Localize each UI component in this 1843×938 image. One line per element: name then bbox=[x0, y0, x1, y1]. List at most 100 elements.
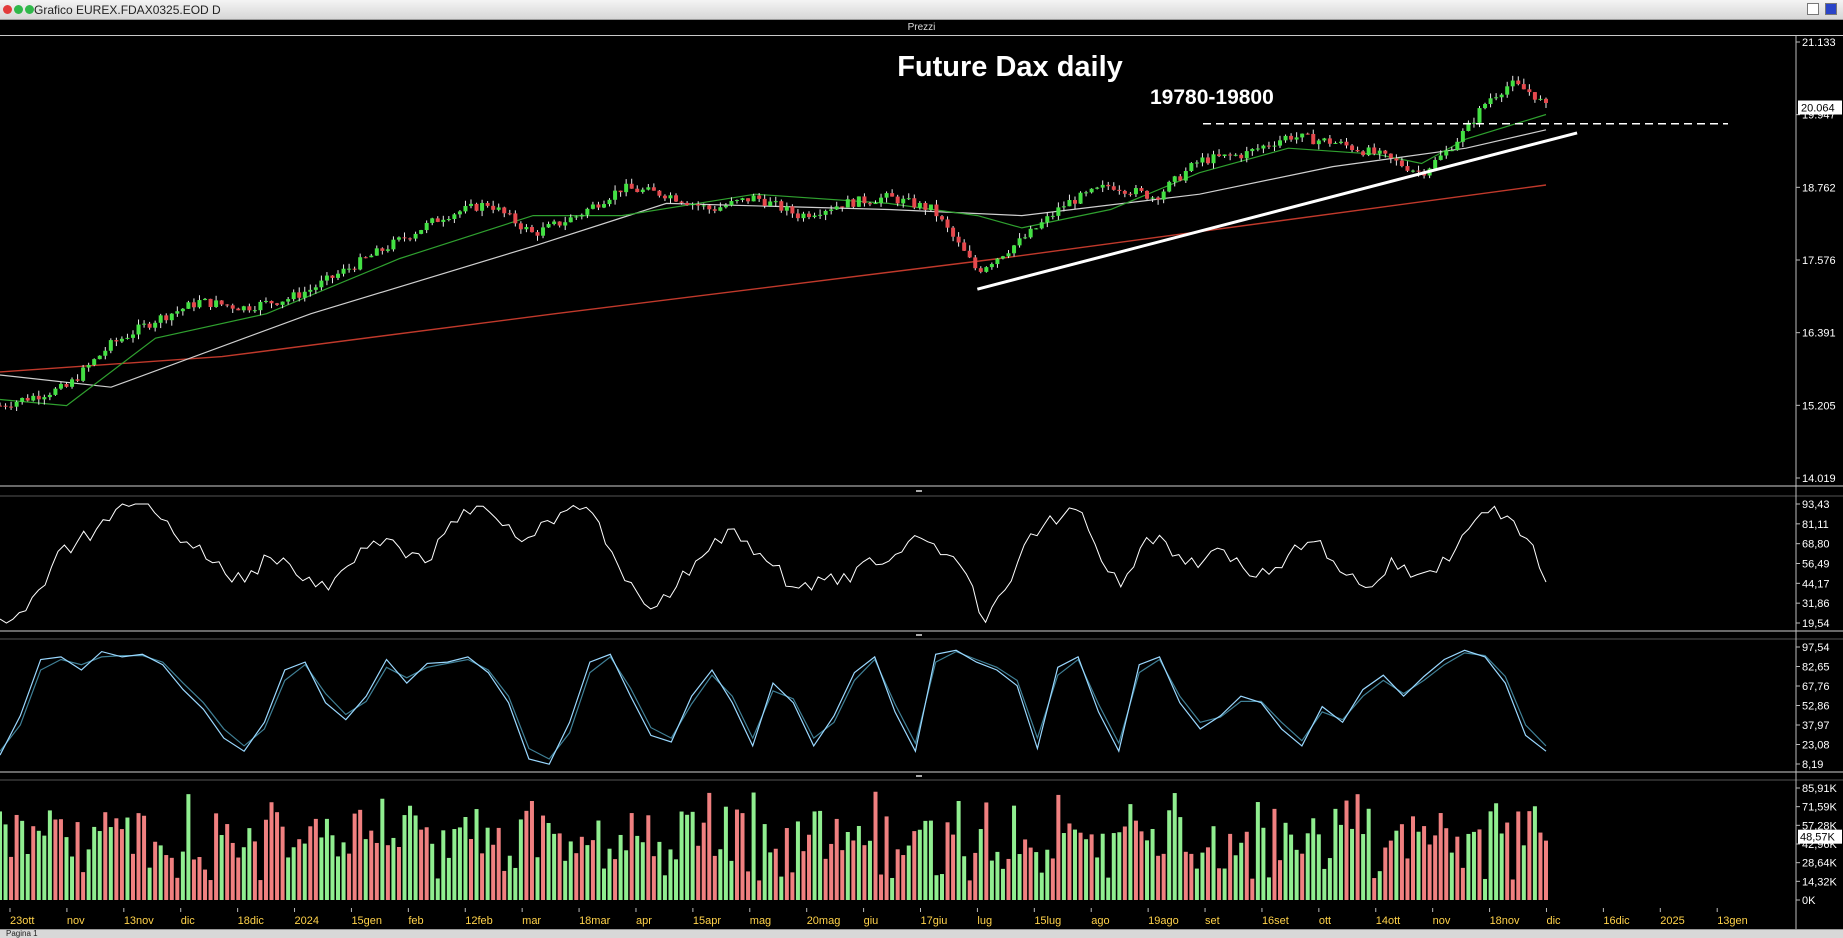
volume-bar bbox=[1361, 834, 1366, 900]
status-dot-icon[interactable] bbox=[3, 5, 12, 14]
candle-body bbox=[978, 268, 983, 272]
price-tick-label: 14.019 bbox=[1802, 473, 1836, 485]
candle-body bbox=[108, 340, 113, 351]
volume-bar bbox=[607, 848, 612, 900]
candle-body bbox=[557, 221, 562, 226]
status-dot-icon[interactable] bbox=[25, 5, 34, 14]
last-volume-value: 48,57K bbox=[1800, 832, 1836, 844]
volume-bar bbox=[14, 814, 19, 900]
volume-bar bbox=[297, 839, 302, 900]
candle-body bbox=[906, 198, 911, 200]
x-axis-label: 14ott bbox=[1376, 915, 1400, 927]
status-dot-icon[interactable] bbox=[14, 5, 23, 14]
x-axis-label: 13gen bbox=[1717, 915, 1748, 927]
candle-body bbox=[180, 308, 185, 312]
candle-body bbox=[768, 201, 773, 206]
candle-body bbox=[263, 300, 268, 302]
volume-bar bbox=[1261, 827, 1266, 900]
volume-bar bbox=[1278, 860, 1283, 900]
candle-body bbox=[934, 204, 939, 217]
volume-bar bbox=[1128, 804, 1133, 900]
volume-bar bbox=[507, 855, 512, 900]
volume-bar bbox=[36, 830, 41, 900]
candle-body bbox=[1178, 176, 1183, 181]
page-tab[interactable]: Pagina 1 bbox=[6, 929, 38, 938]
candle-body bbox=[1106, 184, 1111, 187]
chart-canvas[interactable]: 21.13319.94718.76217.57616.39115.20514.0… bbox=[0, 36, 1843, 929]
candle-body bbox=[867, 203, 872, 205]
x-axis-label: 15lug bbox=[1034, 915, 1061, 927]
candle-body bbox=[1350, 145, 1355, 151]
volume-bar bbox=[191, 859, 196, 900]
volume-bar bbox=[967, 880, 972, 900]
x-axis-label: 18nov bbox=[1490, 915, 1520, 927]
candle-body bbox=[1050, 215, 1055, 217]
volume-bar bbox=[1444, 828, 1449, 900]
volume-bar bbox=[751, 792, 756, 900]
stoch-tick-label: 8,19 bbox=[1802, 759, 1823, 771]
volume-bar bbox=[25, 853, 30, 900]
volume-bar bbox=[773, 848, 778, 900]
volume-bar bbox=[208, 880, 213, 900]
candle-body bbox=[989, 264, 994, 268]
volume-bar bbox=[1538, 832, 1543, 900]
volume-bar bbox=[696, 845, 701, 900]
volume-bar bbox=[707, 792, 712, 900]
candle-body bbox=[241, 306, 246, 311]
candle-body bbox=[1488, 98, 1493, 104]
maximize-button[interactable] bbox=[1825, 3, 1837, 15]
volume-bar bbox=[446, 857, 451, 900]
volume-bar bbox=[302, 843, 307, 900]
volume-bar bbox=[1471, 831, 1476, 900]
last-volume-tag bbox=[1798, 829, 1842, 844]
volume-bar bbox=[635, 835, 640, 900]
candle-body bbox=[912, 198, 917, 208]
volume-bar bbox=[236, 857, 241, 900]
volume-bar bbox=[114, 818, 119, 900]
candle-body bbox=[1305, 133, 1310, 135]
candle-body bbox=[452, 214, 457, 219]
candle-body bbox=[25, 397, 30, 401]
candle-body bbox=[1172, 176, 1177, 182]
volume-bar bbox=[795, 821, 800, 900]
candle-body bbox=[308, 289, 313, 292]
candle-body bbox=[729, 201, 734, 206]
volume-bar bbox=[119, 829, 124, 900]
volume-bar bbox=[1438, 813, 1443, 900]
volume-bar bbox=[1483, 878, 1488, 900]
volume-bar bbox=[225, 824, 230, 900]
candle-body bbox=[635, 188, 640, 193]
candle-body bbox=[529, 227, 534, 233]
ma-red-line bbox=[0, 184, 1547, 373]
candle-body bbox=[1510, 80, 1515, 87]
volume-bar bbox=[723, 806, 728, 900]
candle-body bbox=[446, 218, 451, 220]
volume-bar bbox=[58, 819, 63, 900]
volume-bar bbox=[1455, 836, 1460, 900]
candle-body bbox=[640, 189, 645, 193]
candle-body bbox=[568, 217, 573, 223]
volume-bar bbox=[829, 843, 834, 900]
candle-body bbox=[402, 237, 407, 239]
candle-body bbox=[252, 310, 257, 312]
stoch-tick-label: 97,54 bbox=[1802, 642, 1830, 654]
volume-bar bbox=[374, 842, 379, 900]
x-axis-label: 16set bbox=[1262, 915, 1289, 927]
candle-body bbox=[86, 364, 91, 368]
candle-body bbox=[1205, 157, 1210, 164]
volume-bar bbox=[624, 850, 629, 900]
volume-bar bbox=[463, 817, 468, 900]
volume-bar bbox=[1167, 810, 1172, 900]
candle-body bbox=[884, 193, 889, 198]
candle-body bbox=[818, 214, 823, 216]
candle-body bbox=[840, 206, 845, 208]
x-axis-label: 12feb bbox=[465, 915, 493, 927]
volume-bar bbox=[629, 813, 634, 900]
minimize-button[interactable] bbox=[1807, 3, 1819, 15]
support-trendline bbox=[976, 131, 1578, 291]
stoch-tick-label: 52,86 bbox=[1802, 701, 1830, 713]
candle-body bbox=[1006, 253, 1011, 257]
bottom-scrollbar[interactable] bbox=[0, 929, 1843, 938]
candle-body bbox=[424, 222, 429, 231]
price-tick-label: 17.576 bbox=[1802, 255, 1836, 267]
